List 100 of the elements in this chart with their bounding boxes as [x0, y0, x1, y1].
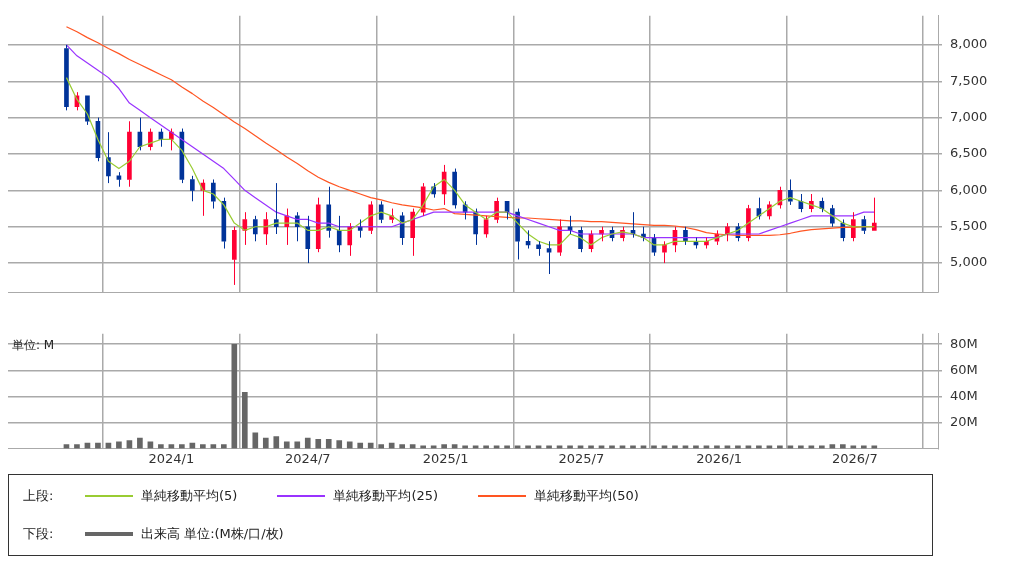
y-tick-label: 8,000: [950, 36, 988, 52]
x-tick-label: 2025/1: [422, 450, 469, 466]
bar: [346, 441, 353, 449]
bar: [840, 444, 846, 449]
bar: [378, 444, 385, 449]
candlestick: [326, 186, 332, 239]
legend-label: 単純移動平均(50): [534, 487, 639, 505]
legend-label: 出来高 単位:(M株/口/枚): [141, 525, 284, 543]
y-tick-label: 6,500: [950, 145, 988, 161]
candlestick: [305, 215, 311, 264]
bar: [273, 436, 280, 449]
candlestick: [116, 171, 122, 188]
bar: [819, 445, 825, 449]
bar: [630, 445, 636, 449]
bar: [588, 445, 594, 449]
y-tick-label: 60M: [950, 361, 978, 377]
y-tick-label: 80M: [950, 335, 978, 351]
bar: [137, 437, 143, 449]
bar: [315, 438, 322, 449]
bar: [399, 444, 406, 449]
candlestick: [221, 197, 227, 250]
bar: [441, 444, 447, 449]
legend-title: 上段:: [23, 487, 55, 505]
y-tick-label: 5,500: [950, 218, 988, 234]
x-tick-label: 2024/7: [284, 450, 331, 466]
bar: [651, 445, 657, 449]
candlestick: [861, 215, 867, 235]
candlestick: [399, 211, 405, 246]
candlestick: [871, 197, 877, 231]
bar: [860, 445, 867, 449]
candlestick: [64, 44, 69, 111]
y-tick-label: 20M: [950, 413, 978, 429]
bar: [504, 445, 510, 449]
bar: [672, 445, 678, 449]
bar: [567, 445, 573, 449]
y-tick-label: 40M: [950, 387, 978, 403]
annotation: 単位: M: [12, 337, 55, 352]
bar: [388, 442, 395, 449]
candlestick: [546, 240, 552, 275]
candlestick: [315, 197, 321, 253]
bar: [483, 445, 489, 449]
bar: [850, 445, 857, 449]
candlestick: [788, 178, 793, 206]
bar: [609, 445, 615, 449]
bar: [693, 445, 699, 449]
bar: [74, 444, 80, 449]
bar: [200, 444, 206, 449]
bar: [409, 444, 416, 449]
bar: [714, 445, 720, 449]
bar: [294, 441, 301, 449]
bar: [231, 343, 238, 449]
candlestick: [231, 226, 237, 286]
candlestick: [190, 175, 195, 202]
candlestick: [536, 240, 541, 257]
candlestick: [242, 211, 248, 246]
bar: [525, 445, 531, 449]
bar: [262, 437, 269, 449]
bar: [116, 441, 122, 449]
y-tick-label: 6,000: [950, 181, 988, 197]
candlestick: [725, 222, 730, 242]
bar: [325, 438, 332, 449]
candlestick: [452, 168, 457, 210]
bar: [798, 445, 804, 449]
bar: [546, 445, 552, 449]
candlestick: [357, 218, 363, 239]
candlestick: [336, 215, 342, 253]
candlestick: [127, 120, 132, 188]
y-tick-label: 5,000: [950, 254, 988, 270]
bar: [283, 441, 290, 449]
legend-title: 下段:: [23, 525, 55, 543]
bar: [871, 445, 878, 449]
bar: [735, 445, 741, 449]
y-tick-label: 7,000: [950, 109, 988, 125]
candlestick: [378, 200, 384, 224]
bar: [357, 442, 364, 449]
x-tick-label: 2025/7: [558, 450, 605, 466]
bar: [336, 440, 343, 449]
bar: [462, 445, 468, 449]
bar: [221, 444, 227, 449]
candlestick: [410, 208, 415, 257]
bar: [241, 392, 248, 449]
candlestick: [368, 200, 374, 235]
candlestick: [662, 240, 667, 264]
bar: [756, 445, 762, 449]
bar: [179, 444, 185, 449]
x-tick-label: 2026/1: [696, 450, 743, 466]
bar: [158, 444, 164, 449]
bar: [95, 442, 101, 449]
x-tick-label: 2026/7: [831, 450, 878, 466]
candlestick: [263, 211, 269, 246]
bar: [420, 445, 426, 449]
candlestick: [252, 215, 258, 242]
x-tick-label: 2024/1: [148, 450, 195, 466]
bar: [367, 442, 374, 449]
legend-label: 単純移動平均(5): [141, 487, 238, 505]
candlestick: [211, 178, 216, 210]
legend-label: 単純移動平均(25): [333, 487, 439, 505]
candlestick: [106, 131, 111, 184]
candlestick: [347, 222, 353, 257]
bar: [252, 432, 259, 449]
